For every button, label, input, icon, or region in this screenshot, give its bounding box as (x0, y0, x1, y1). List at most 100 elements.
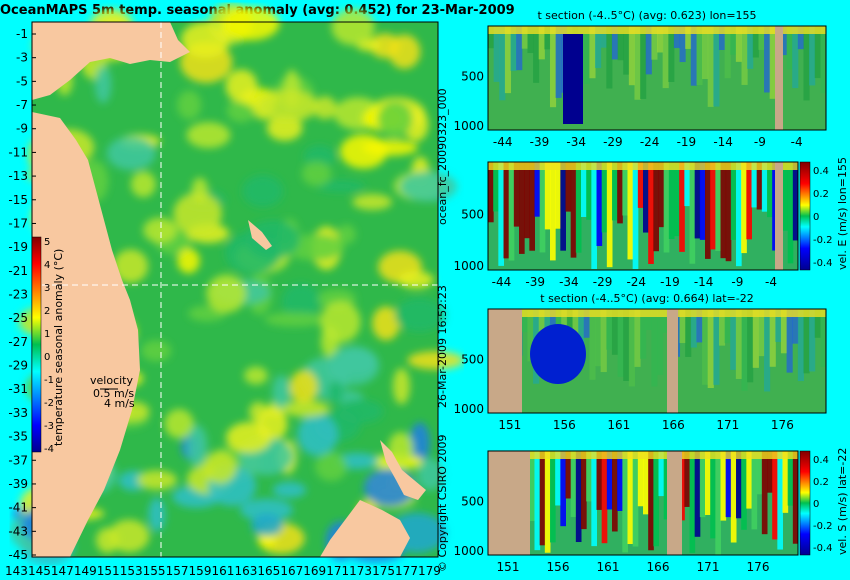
anomaly-patch (177, 90, 202, 120)
section-column (764, 309, 771, 392)
section-column (617, 162, 623, 224)
section-column (685, 309, 692, 357)
section-column (589, 26, 596, 79)
anomaly-patch (173, 192, 222, 235)
anomaly-patch (143, 217, 177, 243)
section-column (521, 26, 528, 49)
section-column (534, 451, 541, 551)
map-y-tick: -19 (8, 240, 28, 254)
section-column (782, 162, 789, 231)
land-new-zealand-north (380, 440, 426, 500)
section-frame (487, 308, 827, 414)
anomaly-patch (244, 366, 268, 385)
section-column (627, 451, 634, 545)
anomaly-patch (113, 249, 149, 283)
section-column (715, 162, 721, 252)
section-column (628, 309, 635, 387)
section-x-tick: -4 (765, 275, 777, 289)
section-column (516, 26, 523, 71)
section-column (684, 162, 690, 207)
section-column (529, 162, 535, 251)
section-column (777, 451, 783, 550)
section-column (645, 309, 652, 331)
section-column (617, 451, 623, 511)
section-column (713, 309, 720, 385)
anomaly-patch (327, 346, 380, 386)
section-column (637, 162, 644, 208)
section-column (696, 26, 703, 86)
section-column (634, 309, 641, 367)
section-panel-3: t section (-4..5°C) (avg: 0.664) lat=-22… (453, 292, 827, 432)
anomaly-patch (320, 301, 361, 343)
section-x-tick: 156 (547, 560, 570, 574)
section-column (560, 451, 566, 527)
section-column (746, 451, 752, 509)
section-column (521, 309, 528, 333)
surface-band (488, 26, 826, 34)
map-y-tick: -45 (8, 548, 28, 562)
section-column (673, 26, 681, 49)
section-column (601, 162, 608, 233)
section-x-tick: -9 (731, 275, 743, 289)
section-column (533, 26, 540, 83)
anomaly-patch (240, 498, 293, 522)
section-column (730, 451, 737, 543)
map-panel (9, 2, 464, 566)
section-column (751, 162, 758, 208)
map-y-tick: -15 (8, 193, 28, 207)
section-column (769, 26, 776, 99)
section-frame (487, 450, 799, 556)
section-x-tick: -44 (492, 275, 512, 289)
section-column (741, 162, 747, 254)
map-x-tick: 157 (166, 564, 189, 578)
section-column (658, 162, 665, 228)
section-column (555, 162, 561, 229)
map-x-tick: 173 (349, 564, 372, 578)
section-column (623, 26, 630, 75)
section-column (715, 451, 721, 555)
section-column (756, 451, 763, 495)
section-column (746, 162, 752, 240)
section-y-tick: 1000 (453, 402, 484, 416)
velocity-colorbar-tick: 0 (813, 212, 819, 223)
anomaly-patch (164, 409, 194, 439)
map-colorbar-label: temperature seasonal anomaly (°C) (52, 249, 65, 446)
anomaly-patch (272, 481, 307, 498)
anomaly-patch (394, 297, 445, 333)
section-column (591, 162, 597, 270)
map-y-tick: -33 (8, 406, 28, 420)
section-column (640, 309, 647, 359)
section-column (493, 162, 499, 212)
section-column (809, 26, 816, 86)
section-column (725, 451, 732, 518)
section-column (684, 451, 690, 507)
section-column (570, 451, 577, 517)
section-x-tick: -34 (566, 135, 586, 149)
section-column (741, 26, 748, 85)
section-column (775, 309, 782, 342)
section-column (529, 451, 535, 521)
section-column (600, 309, 607, 373)
surface-band (488, 162, 798, 170)
section-column (690, 309, 697, 348)
section-column (713, 26, 720, 107)
section-column (674, 162, 680, 237)
section-column (730, 26, 737, 55)
section-column (596, 162, 603, 247)
section-column (513, 162, 520, 227)
velocity-value: 0.5 m/s (93, 387, 134, 400)
section-column (622, 451, 628, 553)
section-column (751, 451, 758, 530)
bathymetry-land (775, 162, 783, 270)
velocity-colorbar-tick: 0.4 (813, 166, 829, 177)
section-column (555, 451, 561, 506)
anomaly-patch (336, 399, 384, 424)
anomaly-patch (392, 368, 411, 405)
section-panel-4: 500 1000 151 156 161 166 171 176 0.4 0.2 0 -0.2 -0.4… (453, 448, 849, 574)
section-column (689, 451, 696, 553)
section-column (772, 451, 778, 540)
map-colorbar-tick: 5 (44, 237, 50, 248)
section-column (720, 162, 727, 259)
anomaly-patch (186, 122, 231, 149)
section-column (583, 309, 590, 338)
